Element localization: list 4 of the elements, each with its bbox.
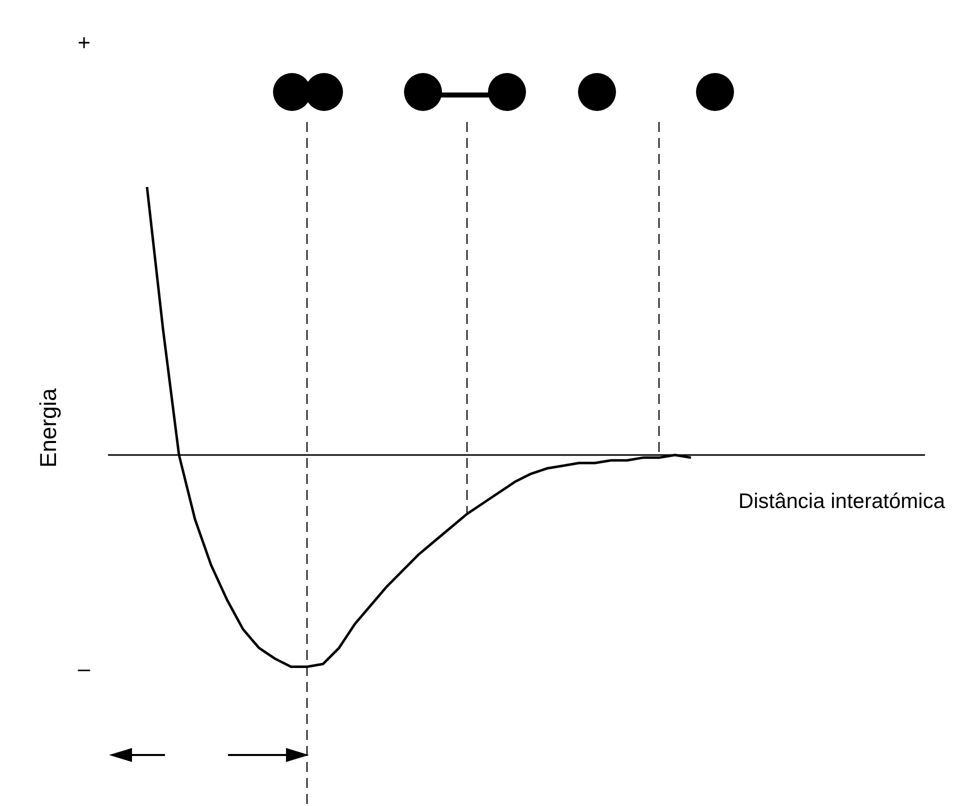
x-axis-title: Distância interatómica xyxy=(738,490,946,513)
text: + xyxy=(78,30,90,55)
y-axis-title: Energia xyxy=(35,388,61,468)
text: – xyxy=(78,656,91,681)
